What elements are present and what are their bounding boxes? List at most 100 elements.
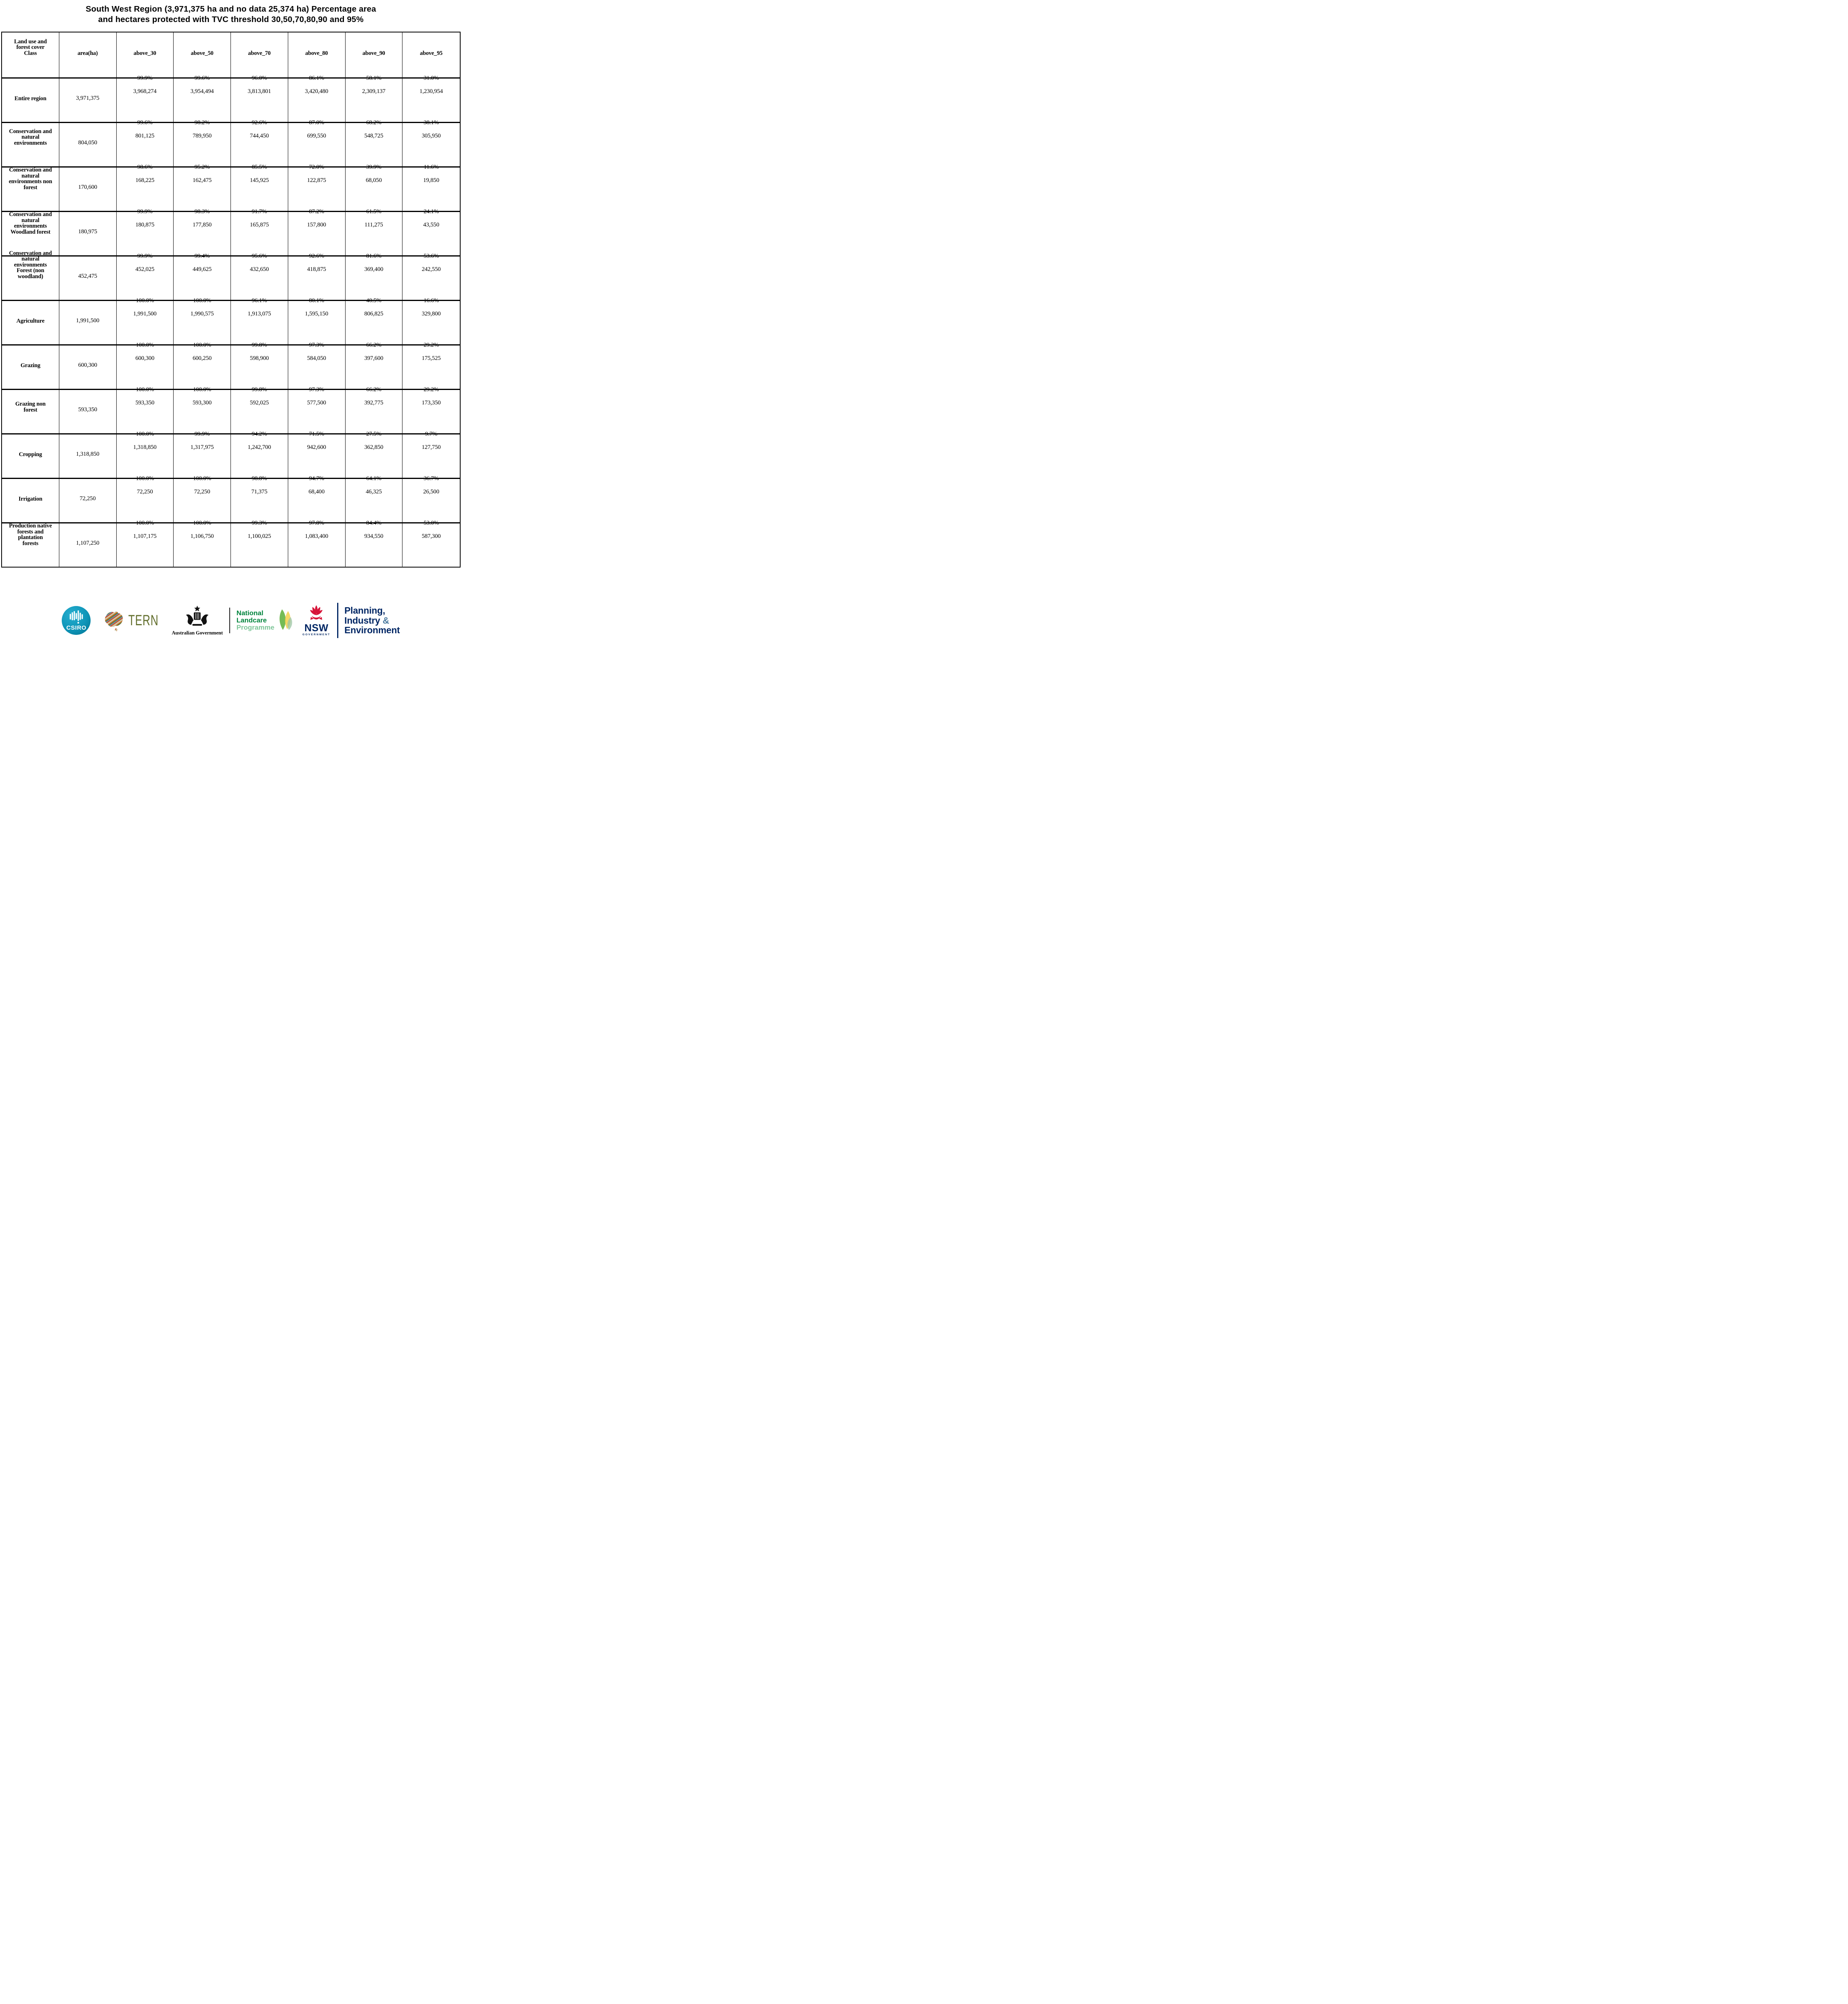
threshold-cell: 97.8% 1,083,400 — [288, 520, 346, 567]
threshold-values: 71.5% 942,600 — [289, 424, 344, 458]
threshold-cell: 99.9% 180,875 — [117, 208, 174, 255]
col-header: above_30 — [133, 50, 156, 57]
threshold-values: 100.0% 1,990,575 — [174, 291, 230, 324]
pct-value: 99.6% — [137, 119, 153, 126]
threshold-cell: 97.3% 584,050 — [288, 342, 346, 389]
pct-value: 92.6% — [252, 119, 267, 126]
header-cell: above_70 — [231, 32, 288, 77]
ha-value: 592,025 — [250, 400, 269, 406]
area-value: 3,971,375 — [76, 95, 99, 101]
pct-value: 99.4% — [194, 253, 210, 260]
pct-value: 100.0% — [193, 386, 211, 393]
threshold-cell: 80.1% 1,595,150 — [288, 297, 346, 344]
threshold-values: 97.3% 584,050 — [289, 335, 344, 369]
area-value: 600,300 — [78, 362, 97, 368]
threshold-values: 94.2% 1,242,700 — [232, 424, 287, 458]
ha-value: 1,990,575 — [190, 311, 214, 317]
csiro-logo: CSIRO — [62, 606, 91, 635]
pct-value: 53.6% — [423, 253, 439, 260]
threshold-cell: 100.0% 600,300 — [117, 342, 174, 389]
pct-value: 36.7% — [423, 475, 439, 482]
tern-logo: TERN — [101, 609, 168, 632]
row-label: Conservation and natural environments Fo… — [9, 250, 52, 280]
threshold-cell: 85.5% 145,925 — [231, 164, 288, 211]
threshold-cell: 98.6% 168,225 — [117, 164, 174, 211]
ha-value: 1,242,700 — [247, 444, 271, 451]
ha-value: 548,725 — [364, 133, 384, 139]
table-row: Cropping 1,318,850 100.0% 1,318,850 99.9… — [2, 431, 460, 478]
landcare-logo — [276, 608, 293, 634]
threshold-cell: 11.6% 19,850 — [402, 164, 460, 211]
planning-line1: Planning, — [344, 605, 385, 616]
threshold-values: 100.0% 1,991,500 — [117, 291, 173, 324]
pct-value: 31.0% — [423, 75, 439, 82]
ha-value: 1,230,954 — [419, 88, 443, 95]
threshold-cell: 99.9% 1,317,975 — [174, 431, 231, 478]
australian-government-label: Australian Government — [172, 630, 223, 636]
pct-value: 66.2% — [366, 386, 382, 393]
pct-value: 91.7% — [252, 208, 267, 215]
area-value: 170,600 — [78, 184, 97, 190]
pct-value: 92.6% — [309, 253, 324, 260]
table-row: Conservation and natural environments no… — [2, 164, 460, 211]
ha-value: 1,083,400 — [305, 533, 328, 540]
threshold-cell: 100.0% 600,250 — [174, 342, 231, 389]
ha-value: 329,800 — [421, 311, 441, 317]
threshold-cell: 68.2% 548,725 — [346, 119, 403, 166]
ha-value: 3,813,801 — [247, 88, 271, 95]
pct-value: 100.0% — [135, 431, 154, 438]
national-landcare-label: National Landcare Programme — [237, 610, 274, 631]
footer-divider-black — [229, 608, 230, 633]
threshold-cell: 92.6% 744,450 — [231, 119, 288, 166]
nsw-government-label: GOVERNMENT — [302, 633, 331, 636]
label-cell: Production native forests and plantation… — [2, 523, 59, 567]
ha-value: 1,991,500 — [133, 311, 157, 317]
threshold-cell: 96.0% 3,813,801 — [231, 75, 288, 122]
nsw-label: NSW — [304, 622, 329, 634]
threshold-values: 97.3% 577,500 — [289, 380, 344, 413]
ha-value: 593,350 — [135, 400, 155, 406]
col-header: above_50 — [190, 50, 214, 57]
table-row: Entire region 3,971,375 99.9% 3,968,274 … — [2, 75, 460, 122]
area-value: 72,250 — [79, 495, 96, 502]
threshold-cell: 99.6% 3,954,494 — [174, 75, 231, 122]
area-value: 452,475 — [78, 273, 97, 279]
ha-value: 362,850 — [364, 444, 384, 451]
threshold-values: 99.9% 180,875 — [117, 202, 173, 235]
threshold-values: 16.6% 329,800 — [403, 291, 459, 324]
threshold-values: 99.8% 598,900 — [232, 335, 287, 369]
ha-value: 584,050 — [307, 355, 326, 362]
area-cell: 1,991,500 — [59, 301, 117, 344]
col-header: above_80 — [305, 50, 328, 57]
pct-value: 29.2% — [423, 386, 439, 393]
threshold-cell: 100.0% 1,318,850 — [117, 431, 174, 478]
threshold-values: 72.0% 122,875 — [289, 158, 344, 191]
area-value: 1,318,850 — [76, 450, 99, 457]
threshold-values: 85.5% 145,925 — [232, 158, 287, 191]
pct-value: 96.1% — [252, 297, 267, 304]
threshold-cell: 92.6% 418,875 — [288, 253, 346, 300]
threshold-cell: 100.0% 1,106,750 — [174, 520, 231, 567]
table-row: Production native forests and plantation… — [2, 520, 460, 567]
pct-value: 71.5% — [309, 431, 324, 438]
threshold-values: 84.4% 934,550 — [346, 513, 402, 547]
ha-value: 72,250 — [137, 489, 153, 495]
threshold-cell: 66.2% 392,775 — [346, 386, 403, 433]
header-cell: above_80 — [288, 32, 346, 77]
threshold-cell: 95.6% 432,650 — [231, 253, 288, 300]
area-cell: 72,250 — [59, 479, 117, 522]
australian-government-logo: Australian Government — [172, 605, 223, 636]
threshold-values: 95.2% 162,475 — [174, 158, 230, 191]
pct-value: 100.0% — [135, 475, 154, 482]
threshold-values: 100.0% 72,250 — [174, 469, 230, 502]
header-cell: Land use and forest cover Class — [2, 32, 59, 77]
threshold-values: 96.0% 3,813,801 — [232, 69, 287, 102]
ha-value: 600,300 — [135, 355, 155, 362]
label-cell: Agriculture — [2, 301, 59, 344]
ha-value: 3,968,274 — [133, 88, 157, 95]
col-header: Land use and forest cover Class — [14, 38, 47, 57]
page-title: South West Region (3,971,375 ha and no d… — [0, 4, 462, 25]
pct-value: 97.3% — [309, 386, 324, 393]
threshold-values: 100.0% 600,250 — [174, 335, 230, 369]
threshold-values: 31.0% 1,230,954 — [403, 69, 459, 102]
